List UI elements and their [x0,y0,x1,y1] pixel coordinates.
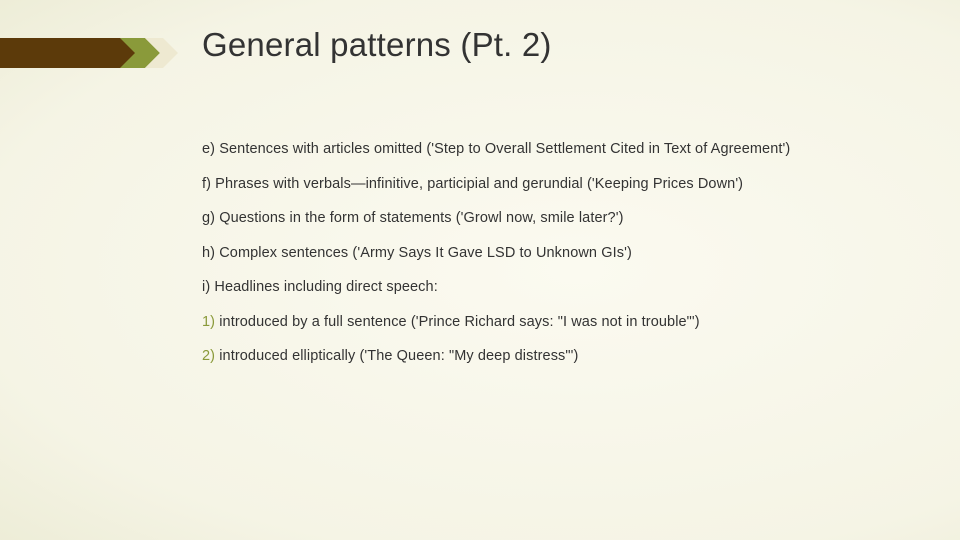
slide-content: e) Sentences with articles omitted ('Ste… [202,140,882,382]
bullet-h: h) Complex sentences ('Army Says It Gave… [202,244,882,264]
number-text-2: introduced elliptically ('The Queen: "My… [215,348,578,364]
bullet-i: i) Headlines including direct speech: [202,278,882,298]
slide: General patterns (Pt. 2) e) Sentences wi… [0,0,960,540]
bullet-1: 1) introduced by a full sentence ('Princ… [202,313,882,333]
bullet-e: e) Sentences with articles omitted ('Ste… [202,140,882,160]
number-text-1: introduced by a full sentence ('Prince R… [215,314,700,330]
slide-title: General patterns (Pt. 2) [202,26,552,64]
bullet-f: f) Phrases with verbals—infinitive, part… [202,175,882,195]
number-label-1: 1) [202,314,215,330]
ribbon-decoration [0,38,168,68]
ribbon-chevron-icon [120,38,180,68]
bullet-2: 2) introduced elliptically ('The Queen: … [202,347,882,367]
bullet-g: g) Questions in the form of statements (… [202,209,882,229]
number-label-2: 2) [202,348,215,364]
